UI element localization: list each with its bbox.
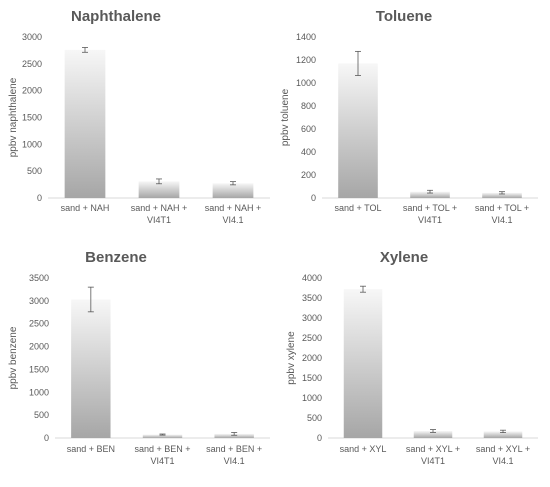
y-tick-label: 1200 <box>296 55 316 65</box>
x-tick-label: sand + TOL + VI4.1 <box>475 203 529 225</box>
x-tick-label: sand + NAH + VI4.1 <box>205 203 262 225</box>
x-tick-label: sand + BEN + VI4T1 <box>134 444 190 466</box>
y-tick-label: 2000 <box>29 342 49 352</box>
chart-title: Xylene <box>380 249 428 266</box>
error-bar <box>500 429 506 434</box>
bar <box>483 431 523 438</box>
y-tick-label: 2500 <box>29 319 49 329</box>
y-tick-label: 2500 <box>302 333 322 343</box>
bar <box>138 181 180 198</box>
bar <box>212 183 254 198</box>
y-tick-label: 3500 <box>29 273 49 283</box>
bar <box>410 191 450 198</box>
y-axis-label: ppbv benzene <box>8 326 19 389</box>
y-tick-label: 1000 <box>22 139 42 149</box>
bar <box>142 434 183 438</box>
y-tick-label: 3500 <box>302 293 322 303</box>
x-tick-label: sand + XYL + VI4T1 <box>406 444 460 466</box>
y-tick-label: 2000 <box>302 353 322 363</box>
chart-panel-3: Benzene ppbv benzene 0 500 1000 1500 2000 2500 3… <box>8 249 270 466</box>
bar <box>413 431 453 438</box>
error-bar <box>156 178 162 185</box>
bar <box>343 289 383 438</box>
error-bar <box>159 433 166 436</box>
y-tick-label: 500 <box>34 410 49 420</box>
error-bar <box>82 47 88 53</box>
y-tick-label: 3000 <box>29 296 49 306</box>
y-tick-label: 1000 <box>296 78 316 88</box>
y-tick-label: 1000 <box>29 387 49 397</box>
y-tick-label: 1500 <box>29 364 49 374</box>
y-tick-label: 0 <box>44 433 49 443</box>
chart-panel-2: Toluene ppbv toluene 0 200 400 600 800 1000 1200… <box>280 8 538 225</box>
y-tick-label: 3000 <box>302 313 322 323</box>
error-bar <box>87 286 94 313</box>
y-tick-label: 800 <box>301 101 316 111</box>
error-bar <box>355 50 361 76</box>
bar <box>482 192 522 198</box>
x-tick-label: sand + BEN <box>67 444 115 454</box>
y-tick-label: 500 <box>307 413 322 423</box>
y-tick-label: 2000 <box>22 86 42 96</box>
x-tick-label: sand + TOL + VI4T1 <box>403 203 457 225</box>
y-tick-label: 4000 <box>302 273 322 283</box>
y-tick-label: 0 <box>311 193 316 203</box>
error-bar <box>430 429 436 433</box>
y-tick-label: 1400 <box>296 32 316 42</box>
x-tick-label: sand + XYL <box>340 444 387 454</box>
y-axis-label: ppbv toluene <box>280 88 291 146</box>
chart-title: Naphthalene <box>71 8 161 25</box>
y-tick-label: 600 <box>301 124 316 134</box>
y-axis-label: ppbv xylene <box>286 331 297 385</box>
x-tick-label: sand + NAH + VI4T1 <box>131 203 188 225</box>
y-tick-label: 1000 <box>302 393 322 403</box>
error-bar <box>360 285 366 293</box>
error-bar <box>231 432 238 436</box>
chart-title: Benzene <box>85 249 147 266</box>
error-bar <box>427 189 433 194</box>
y-tick-label: 500 <box>27 166 42 176</box>
x-tick-label: sand + NAH <box>61 203 110 213</box>
y-axis-label: ppbv naphthalene <box>8 77 19 157</box>
bar <box>338 63 378 199</box>
chart-panel-4: Xylene ppbv xylene 0 500 1000 1500 2000 2500 300… <box>286 249 538 466</box>
bar <box>64 49 106 198</box>
y-tick-label: 200 <box>301 170 316 180</box>
y-tick-label: 1500 <box>22 113 42 123</box>
y-tick-label: 3000 <box>22 32 42 42</box>
y-tick-label: 0 <box>317 433 322 443</box>
x-tick-label: sand + XYL + VI4.1 <box>476 444 530 466</box>
error-bar <box>230 181 236 186</box>
y-tick-label: 2500 <box>22 59 42 69</box>
y-tick-label: 1500 <box>302 373 322 383</box>
y-tick-label: 0 <box>37 193 42 203</box>
chart-panel-1: Naphthalene ppbv naphthalene 0 500 1000 1500 2… <box>8 8 270 225</box>
bar <box>214 433 254 438</box>
bar <box>71 299 111 438</box>
y-tick-label: 400 <box>301 147 316 157</box>
chart-title: Toluene <box>376 8 432 25</box>
x-tick-label: sand + BEN + VI4.1 <box>206 444 262 466</box>
x-tick-label: sand + TOL <box>335 203 382 213</box>
error-bar <box>499 191 505 195</box>
